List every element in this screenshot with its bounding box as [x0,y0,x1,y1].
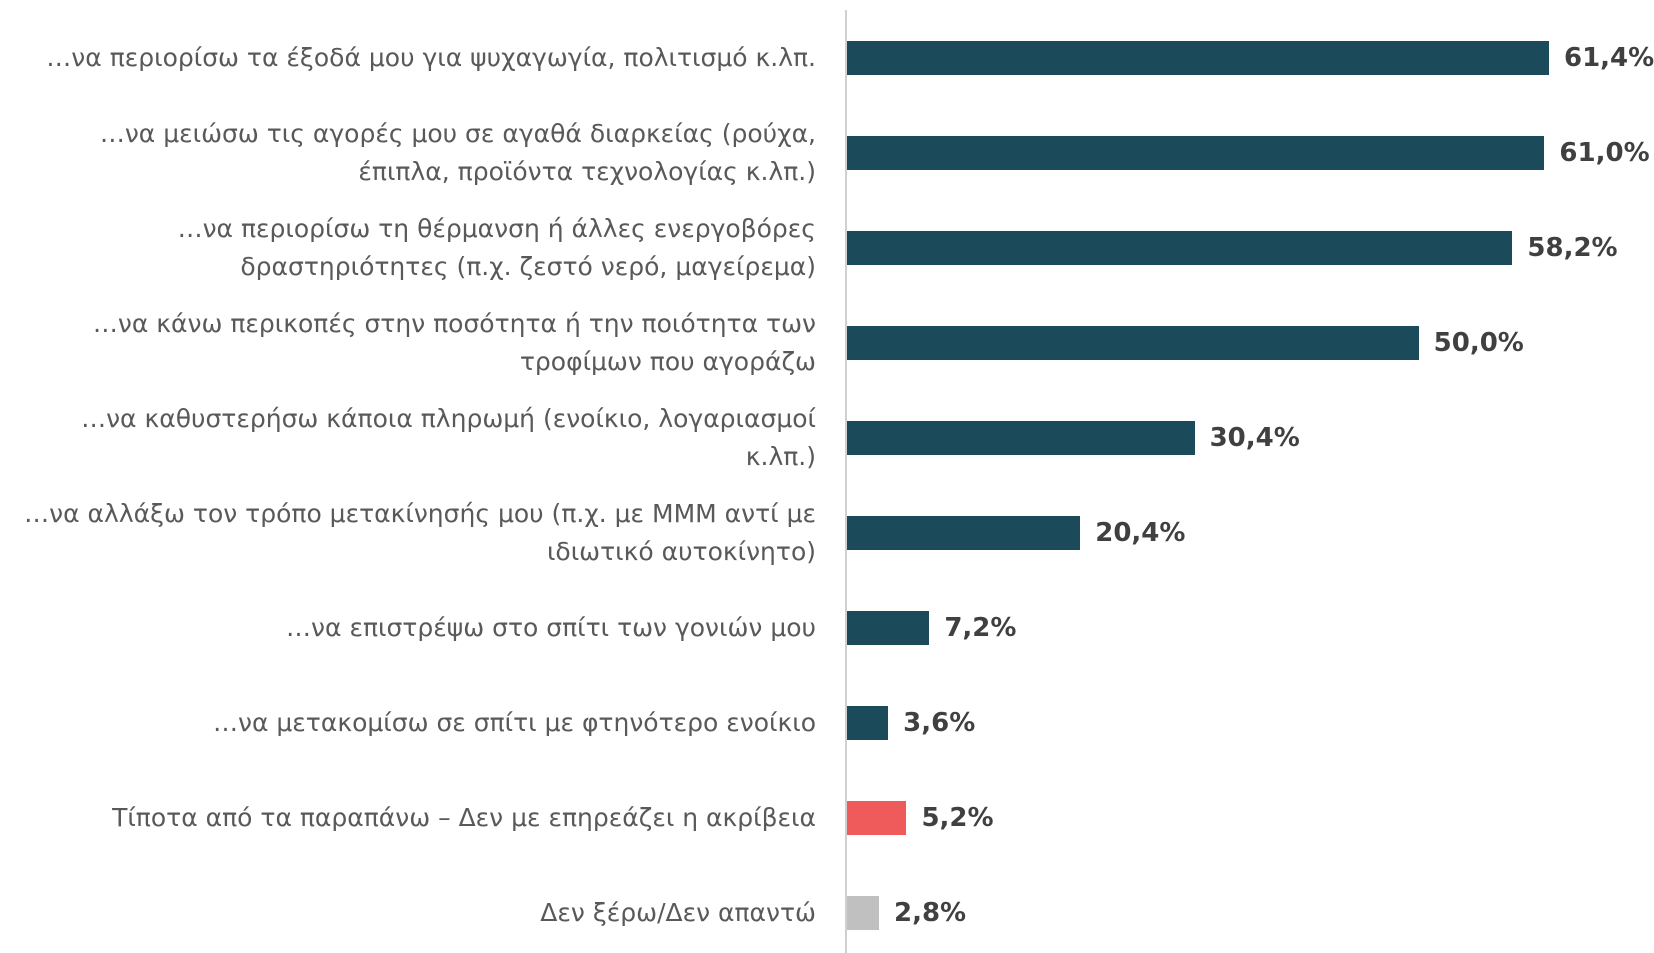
bar [847,421,1195,455]
category-label: …να περιορίσω τη θέρμανση ή άλλες ενεργο… [177,214,816,281]
value-label: 30,4% [1209,423,1300,453]
value-label: 61,0% [1559,138,1650,168]
axis-line [845,10,847,953]
bar [847,136,1545,170]
value-label: 50,0% [1433,328,1524,358]
value-label: 20,4% [1095,518,1186,548]
category-label: …να καθυστερήσω κάποια πληρωμή (ενοίκιο,… [81,404,816,471]
value-label: 2,8% [894,898,967,928]
category-label: …να μετακομίσω σε σπίτι με φτηνότερο ενο… [213,708,816,737]
bar [847,801,907,835]
category-label: Τίποτα από τα παραπάνω – Δεν με επηρεάζε… [112,803,816,832]
bar [847,516,1081,550]
value-label: 7,2% [944,613,1017,643]
category-label: Δεν ξέρω/Δεν απαντώ [540,898,816,927]
value-label: 58,2% [1527,233,1618,263]
category-label: …να αλλάξω τον τρόπο μετακίνησής μου (π.… [24,499,816,566]
category-label: …να κάνω περικοπές στην ποσότητα ή την π… [92,309,816,376]
bar [847,896,879,930]
bar [847,611,930,645]
bar [847,41,1549,75]
bar [847,326,1419,360]
bar [847,706,889,740]
value-label: 5,2% [921,803,994,833]
value-label: 61,4% [1564,43,1654,73]
category-label: …να περιορίσω τα έξοδά μου για ψυχαγωγία… [46,43,816,72]
category-label: …να μειώσω τις αγορές μου σε αγαθά διαρκ… [99,119,816,186]
bar [847,231,1513,265]
category-label: …να επιστρέψω στο σπίτι των γονιών μου [286,613,816,642]
value-label: 3,6% [903,708,976,738]
